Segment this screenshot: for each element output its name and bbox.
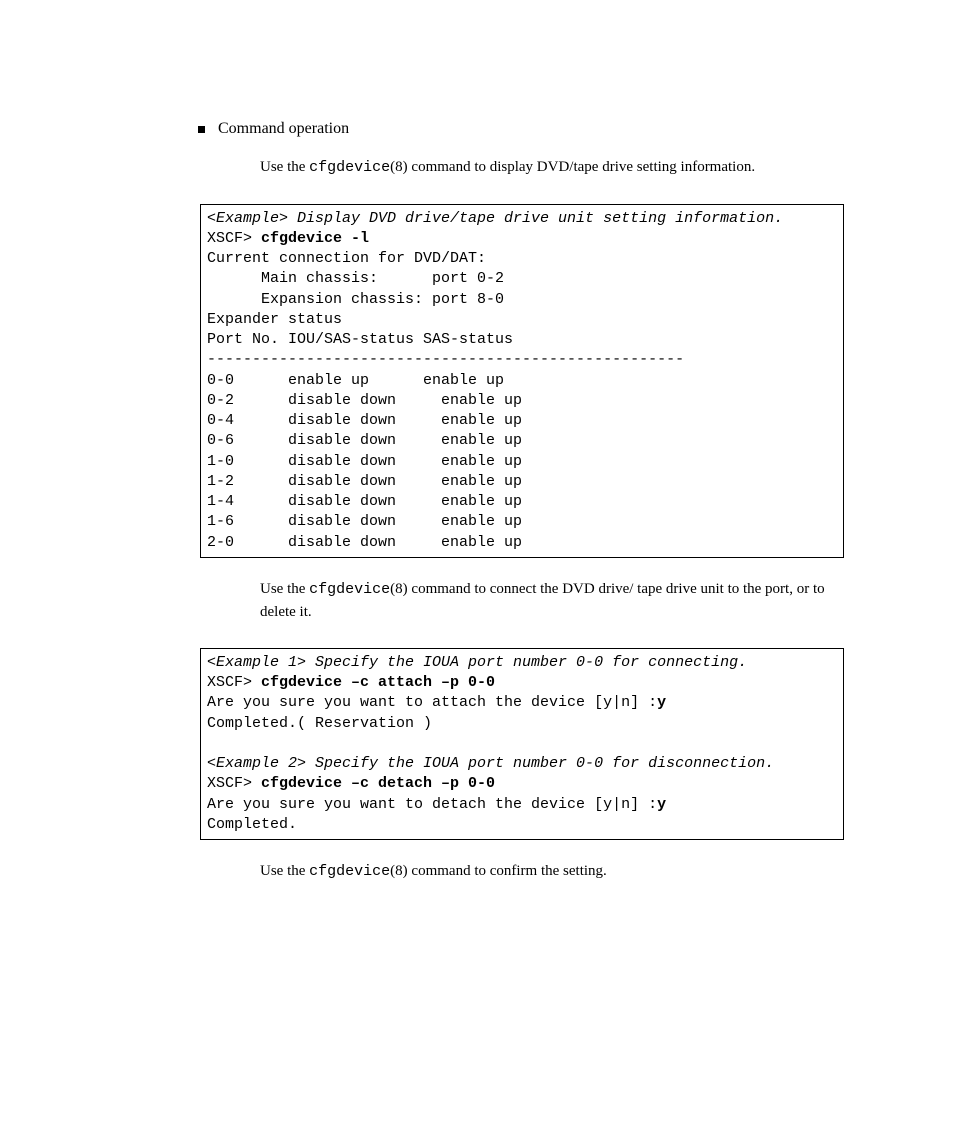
- intro-paragraph-1: Use the cfgdevice(8) command to display …: [260, 156, 834, 180]
- cb1-row: 1-6 disable down enable up: [207, 513, 522, 530]
- final-suffix: (8) command to confirm the setting.: [390, 863, 607, 879]
- cb1-row: 1-4 disable down enable up: [207, 493, 522, 510]
- cb1-sep: ----------------------------------------…: [207, 351, 684, 368]
- final-prefix: Use the: [260, 863, 309, 879]
- cb1-row: 0-2 disable down enable up: [207, 392, 522, 409]
- mid-cmd: cfgdevice: [309, 581, 390, 598]
- cb2-cmd2: cfgdevice –c detach –p 0-0: [261, 775, 495, 792]
- cb1-expansion: Expansion chassis: port 8-0: [207, 291, 504, 308]
- code-block-2: <Example 1> Specify the IOUA port number…: [200, 648, 844, 840]
- cb2-q2: Are you sure you want to detach the devi…: [207, 796, 657, 813]
- cb2-a1: y: [657, 694, 666, 711]
- cb2-q1: Are you sure you want to attach the devi…: [207, 694, 657, 711]
- bullet-title: Command operation: [218, 120, 349, 137]
- bullet-item: Command operation: [218, 120, 844, 138]
- cb2-prompt2: XSCF>: [207, 775, 261, 792]
- intro1-suffix: (8) command to display DVD/tape drive se…: [390, 159, 755, 175]
- bullet-square-icon: [198, 126, 205, 133]
- cb1-row: 0-0 enable up enable up: [207, 372, 504, 389]
- intro1-cmd: cfgdevice: [309, 159, 390, 176]
- cb2-cmd1: cfgdevice –c attach –p 0-0: [261, 674, 495, 691]
- mid-prefix: Use the: [260, 581, 309, 597]
- cb1-row: 0-6 disable down enable up: [207, 432, 522, 449]
- cb2-prompt: XSCF>: [207, 674, 261, 691]
- cb2-a2: y: [657, 796, 666, 813]
- document-page: Command operation Use the cfgdevice(8) c…: [0, 0, 954, 944]
- code-block-1: <Example> Display DVD drive/tape drive u…: [200, 204, 844, 558]
- mid-paragraph: Use the cfgdevice(8) command to connect …: [260, 578, 834, 624]
- cb2-done1: Completed.( Reservation ): [207, 715, 432, 732]
- cb1-expander: Expander status: [207, 311, 342, 328]
- cb1-header: Port No. IOU/SAS-status SAS-status: [207, 331, 513, 348]
- intro1-prefix: Use the: [260, 159, 309, 175]
- cb2-done2: Completed.: [207, 816, 297, 833]
- cb1-cmd: cfgdevice -l: [261, 230, 369, 247]
- cb1-prompt: XSCF>: [207, 230, 261, 247]
- cb1-current: Current connection for DVD/DAT:: [207, 250, 486, 267]
- cb1-example-label: <Example> Display DVD drive/tape drive u…: [207, 210, 783, 227]
- final-cmd: cfgdevice: [309, 863, 390, 880]
- final-paragraph: Use the cfgdevice(8) command to confirm …: [260, 860, 834, 884]
- cb1-row: 2-0 disable down enable up: [207, 534, 522, 551]
- cb2-ex2-label: <Example 2> Specify the IOUA port number…: [207, 755, 774, 772]
- cb1-row: 1-2 disable down enable up: [207, 473, 522, 490]
- cb1-main: Main chassis: port 0-2: [207, 270, 504, 287]
- cb2-ex1-label: <Example 1> Specify the IOUA port number…: [207, 654, 747, 671]
- cb1-row: 0-4 disable down enable up: [207, 412, 522, 429]
- cb1-row: 1-0 disable down enable up: [207, 453, 522, 470]
